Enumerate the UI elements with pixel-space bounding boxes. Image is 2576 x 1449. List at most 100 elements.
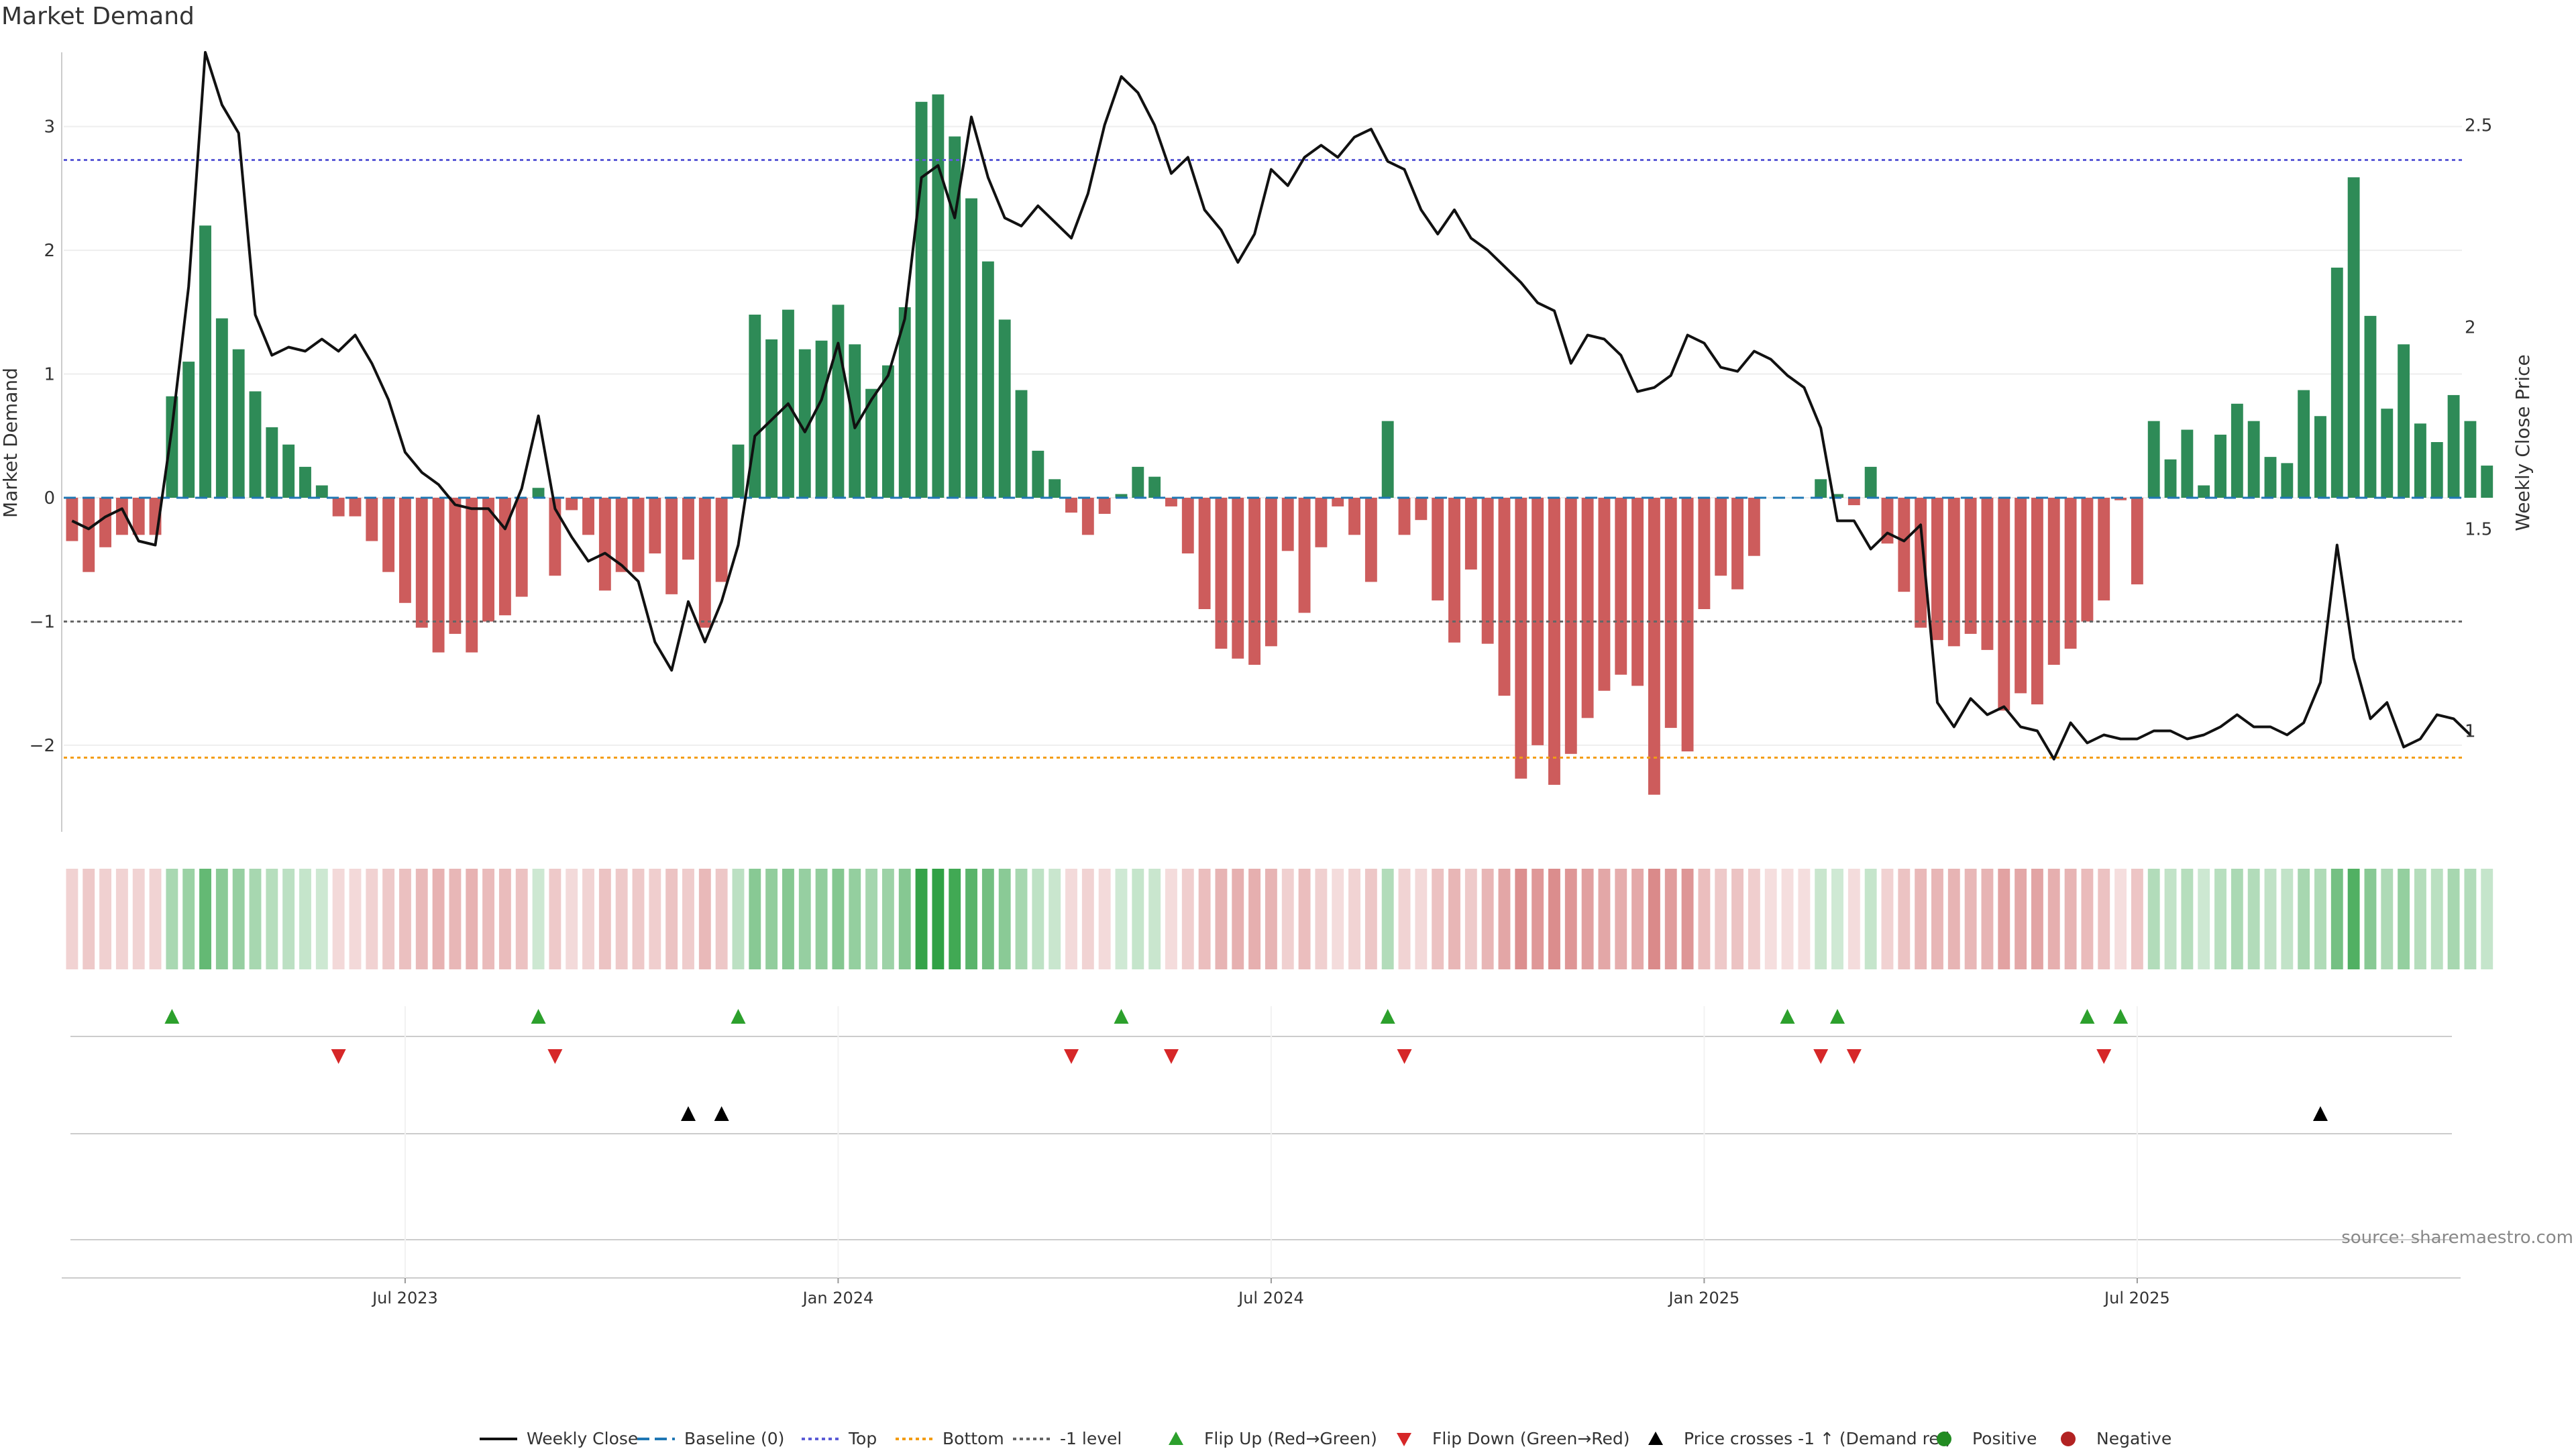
demand-bar-negative — [2081, 498, 2094, 622]
heat-cell — [1698, 869, 1711, 969]
y-tick-label: 3 — [44, 117, 55, 138]
demand-bar-positive — [1115, 494, 1128, 498]
x-tick-label: Jul 2024 — [1237, 1289, 1304, 1307]
heat-cell — [615, 869, 628, 969]
demand-bar-negative — [2114, 498, 2127, 500]
demand-bar-negative — [2031, 498, 2043, 705]
flip-up-marker — [2113, 1009, 2129, 1024]
demand-bar-positive — [815, 340, 828, 498]
heat-cell — [1581, 869, 1594, 969]
heat-cell — [1381, 869, 1394, 969]
heat-cell — [1081, 869, 1094, 969]
demand-bar-negative — [382, 498, 395, 572]
heat-cell — [1532, 869, 1544, 969]
heat-cell — [1332, 869, 1344, 969]
heat-cell — [1648, 869, 1660, 969]
demand-heat-strip — [66, 869, 2493, 969]
heat-cell — [366, 869, 378, 969]
y-axis-label: Market Demand — [0, 368, 21, 518]
demand-bar-negative — [349, 498, 362, 517]
source-note: source: sharemaestro.com — [2341, 1228, 2573, 1248]
heat-cell — [215, 869, 228, 969]
demand-bar-positive — [2430, 442, 2443, 498]
demand-bar-negative — [2047, 498, 2060, 665]
demand-bar-negative — [1681, 498, 1694, 752]
demand-bar-negative — [1481, 498, 1494, 644]
demand-bar-negative — [399, 498, 411, 603]
demand-bar-negative — [1947, 498, 1960, 647]
demand-bar-negative — [1448, 498, 1460, 643]
heat-cell — [249, 869, 262, 969]
heat-cell — [1448, 869, 1460, 969]
demand-bar-positive — [898, 307, 911, 498]
demand-bar-negative — [2098, 498, 2110, 601]
demand-bar-negative — [1648, 498, 1660, 795]
demand-bar-negative — [1432, 498, 1444, 601]
flip-down-marker — [2096, 1049, 2112, 1064]
legend-swatch-circle — [1937, 1432, 1951, 1446]
y-tick-label: 0 — [44, 488, 55, 508]
y-tick-label: −1 — [30, 612, 55, 632]
heat-cell — [1981, 869, 1994, 969]
demand-bar-positive — [215, 318, 228, 498]
demand-bar-positive — [315, 485, 328, 498]
heat-cell — [1248, 869, 1261, 969]
heat-cell — [2181, 869, 2194, 969]
heat-cell — [1298, 869, 1311, 969]
demand-bar-negative — [466, 498, 478, 653]
heat-cell — [549, 869, 561, 969]
demand-bar-negative — [1398, 498, 1411, 535]
price-cross-marker — [680, 1106, 696, 1121]
legend: Weekly Close Baseline (0) Top Bottom -1 leve… — [480, 1429, 2171, 1448]
demand-bar-negative — [2131, 498, 2143, 585]
demand-bar-negative — [1615, 498, 1627, 675]
heat-cell — [1781, 869, 1794, 969]
demand-bar-positive — [299, 466, 311, 498]
flip-up-marker — [1114, 1009, 1129, 1024]
x-tick-label: Jan 2024 — [802, 1289, 874, 1307]
demand-bar-negative — [1715, 498, 1727, 576]
demand-bar-positive — [2447, 394, 2460, 498]
x-tick-label: Jul 2025 — [2103, 1289, 2170, 1307]
legend-label: Bottom — [943, 1429, 1004, 1448]
demand-bar-negative — [515, 498, 528, 597]
heat-cell — [2314, 869, 2326, 969]
heat-cell — [1315, 869, 1328, 969]
demand-bar-positive — [1015, 390, 1028, 498]
demand-bar-positive — [1032, 450, 1044, 498]
demand-bar-negative — [99, 498, 112, 547]
legend-swatch-triangle-up — [1169, 1432, 1183, 1445]
heat-cell — [1148, 869, 1161, 969]
heat-cell — [732, 869, 745, 969]
heat-cell — [1798, 869, 1811, 969]
demand-bar-negative — [1498, 498, 1511, 696]
demand-bar-negative — [698, 498, 711, 628]
heat-cell — [2031, 869, 2043, 969]
demand-bar-positive — [1815, 479, 1827, 498]
heat-cell — [2015, 869, 2027, 969]
heat-cell — [2464, 869, 2477, 969]
x-tick-label: Jan 2025 — [1668, 1289, 1740, 1307]
demand-bar-negative — [632, 498, 645, 572]
heat-cell — [282, 869, 295, 969]
heat-cell — [132, 869, 145, 969]
axes: Market Demand Weekly Close Price 3 2 1 0 −1 −… — [0, 115, 2534, 1307]
heat-cell — [632, 869, 645, 969]
heat-cell — [1364, 869, 1377, 969]
heat-cell — [2481, 869, 2493, 969]
demand-bar-negative — [1081, 498, 1094, 535]
heat-cell — [2064, 869, 2077, 969]
demand-bar-positive — [2264, 457, 2277, 498]
demand-bar-negative — [1364, 498, 1377, 582]
heat-cell — [798, 869, 811, 969]
demand-bar-positive — [732, 444, 745, 498]
main-plot — [64, 51, 2493, 795]
heat-cell — [99, 869, 112, 969]
heat-cell — [1115, 869, 1128, 969]
heat-cell — [1964, 869, 1977, 969]
price-cross-marker — [2312, 1106, 2328, 1121]
legend-label: -1 level — [1060, 1429, 1122, 1448]
demand-bar-negative — [1931, 498, 1943, 641]
demand-bar-positive — [915, 101, 928, 498]
flip-up-marker — [731, 1009, 746, 1024]
